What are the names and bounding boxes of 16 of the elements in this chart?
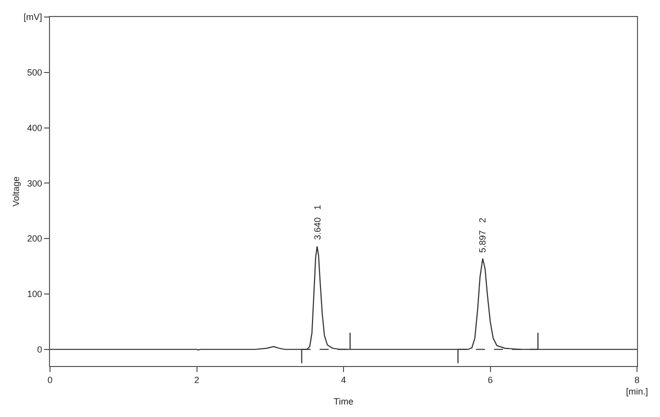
y-tick-label: 300	[27, 178, 42, 188]
x-tick-label: 0	[47, 374, 53, 385]
y-tick-label: 0	[37, 344, 42, 355]
annotation: 5.897 2	[478, 218, 488, 253]
y-tick-label: 400	[27, 122, 42, 133]
y-tick-label: 200	[27, 234, 42, 244]
x-axis-title: Time	[334, 396, 354, 406]
y-tick-label: 100	[27, 289, 42, 300]
y-axis-title: Voltage	[11, 176, 22, 207]
x-tick-label: 4	[340, 374, 346, 385]
x-tick-label: 2	[194, 374, 200, 385]
annotation: 3.640 1	[312, 204, 322, 240]
x-tick-label: 6	[488, 374, 493, 385]
y-tick-label: [mV]	[24, 12, 42, 22]
x-tick-label: 8 [min.]	[626, 374, 648, 396]
y-tick-label: 500	[27, 68, 42, 78]
